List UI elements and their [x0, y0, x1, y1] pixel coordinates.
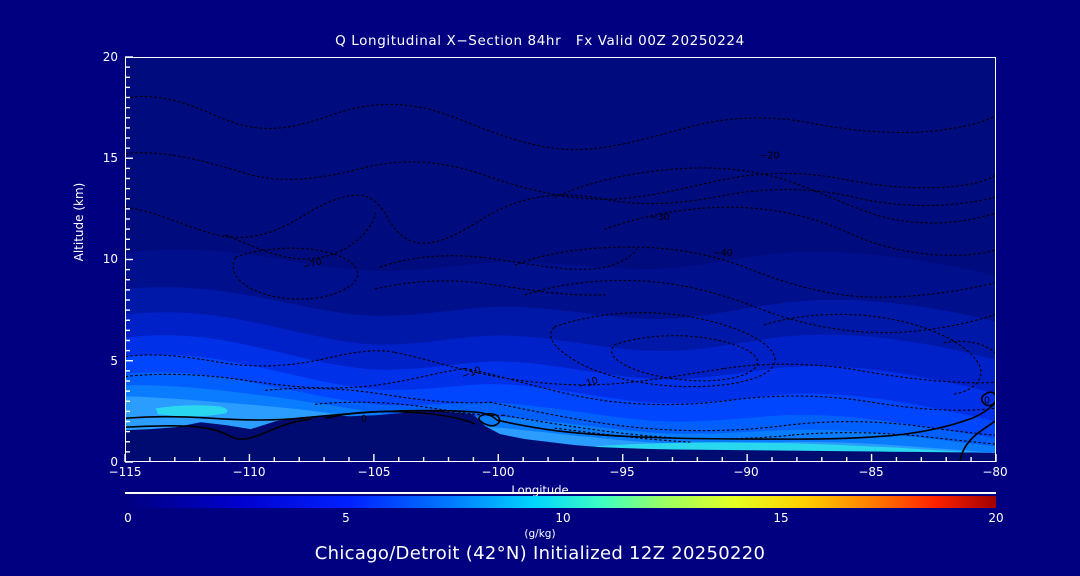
svg-text:−40: −40: [713, 248, 733, 259]
colorbar-rule: [125, 492, 996, 494]
ytick-label-5: 5: [110, 354, 118, 368]
xtick-label-5: −90: [733, 465, 759, 479]
ytick-label-10: 10: [102, 252, 118, 266]
chart-title: Q Longitudinal X−Section 84hr Fx Valid 0…: [335, 33, 745, 49]
xtick-label-1: −110: [232, 465, 266, 479]
colorbar-tick-15: 15: [773, 511, 789, 525]
xtick-label-7: −80: [982, 465, 1008, 479]
svg-text:0: 0: [360, 413, 367, 425]
svg-text:−30: −30: [650, 212, 670, 223]
xtick-label-4: −95: [609, 465, 635, 479]
colorbar-tick-0: 0: [124, 511, 132, 525]
plot-area: −70 −20 −30 −40 −10 −10 0 0: [125, 57, 996, 462]
isotherm-group-dotted: [126, 95, 995, 445]
cross-section-field: −70 −20 −30 −40 −10 −10 0 0: [126, 58, 995, 461]
xtick-label-3: −100: [481, 465, 515, 479]
xtick-label-2: −105: [357, 465, 391, 479]
moisture-pocket-west: [155, 405, 228, 417]
colorbar-tick-20: 20: [988, 511, 1004, 525]
colorbar-tick-5: 5: [342, 511, 350, 525]
svg-text:0: 0: [984, 395, 990, 406]
ytick-label-20: 20: [102, 50, 118, 64]
colorbar-tick-10: 10: [555, 511, 571, 525]
xtick-label-0: −115: [108, 465, 142, 479]
isotherm-labels: −70 −20 −30 −40 −10 −10 0 0: [301, 151, 990, 426]
footer-caption: Chicago/Detroit (42°N) Initialized 12Z 2…: [314, 543, 766, 564]
x-axis-label: Longitude: [511, 483, 569, 497]
colorbar: [125, 496, 996, 508]
ytick-label-15: 15: [102, 151, 118, 165]
svg-text:−20: −20: [760, 151, 780, 162]
terrain-silhouette: [126, 410, 995, 461]
isotherm-group-zero: [126, 391, 995, 461]
xtick-label-6: −85: [858, 465, 884, 479]
colorbar-units-label: (g/kg): [524, 528, 556, 540]
ytick-label-0: 0: [110, 455, 118, 469]
y-axis-label: Altitude (km): [72, 182, 86, 262]
